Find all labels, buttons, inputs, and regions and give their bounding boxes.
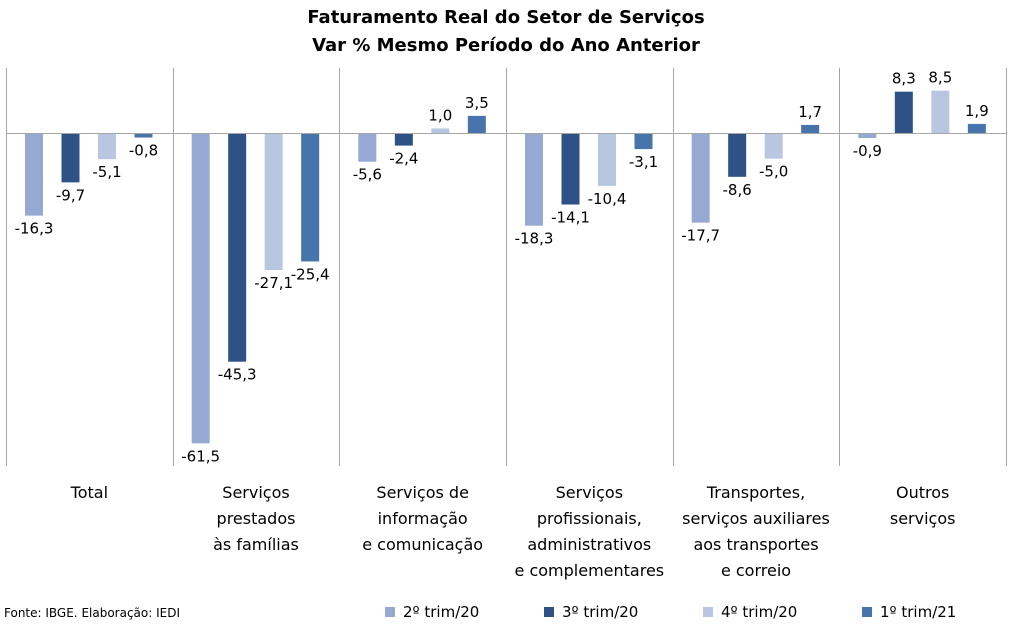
data-label: 1,7 bbox=[798, 103, 822, 121]
bar bbox=[561, 133, 580, 205]
bar bbox=[98, 133, 116, 160]
bar bbox=[764, 133, 783, 159]
bar bbox=[358, 133, 377, 162]
category-label: aos transportes bbox=[693, 535, 818, 554]
bar bbox=[228, 133, 247, 362]
bar bbox=[931, 90, 950, 134]
category-label: Total bbox=[70, 483, 108, 502]
data-label: -17,7 bbox=[681, 227, 720, 245]
bar bbox=[264, 133, 283, 271]
data-label: -0,9 bbox=[853, 142, 882, 160]
data-label: -3,1 bbox=[629, 153, 658, 171]
data-label: -18,3 bbox=[515, 230, 554, 248]
bar bbox=[394, 133, 413, 146]
bar bbox=[191, 133, 210, 444]
data-label: -27,1 bbox=[254, 274, 293, 292]
legend-item-1q21: 1º trim/21 bbox=[862, 603, 956, 621]
data-label: 8,3 bbox=[892, 70, 916, 88]
data-label: -2,4 bbox=[389, 150, 418, 168]
legend-item-4q20: 4º trim/20 bbox=[703, 603, 797, 621]
legend-item-3q20: 3º trim/20 bbox=[544, 603, 638, 621]
bar bbox=[431, 128, 450, 134]
data-label: 1,0 bbox=[428, 106, 452, 124]
category-label: administrativos bbox=[527, 535, 651, 554]
category-label: Transportes, bbox=[706, 483, 805, 502]
category-label: prestados bbox=[217, 509, 296, 528]
category-label: Outros bbox=[896, 483, 949, 502]
category-label: Serviços de bbox=[376, 483, 469, 502]
bar bbox=[894, 91, 913, 134]
category-label: serviços bbox=[890, 509, 956, 528]
source-note: Fonte: IBGE. Elaboração: IEDI bbox=[4, 606, 181, 620]
bar bbox=[728, 133, 747, 177]
bar bbox=[967, 123, 986, 134]
bar bbox=[134, 133, 153, 138]
data-label: -10,4 bbox=[588, 190, 627, 208]
data-label: -8,6 bbox=[723, 181, 752, 199]
legend-swatch-2q20 bbox=[385, 607, 395, 617]
legend-label-4q20: 4º trim/20 bbox=[721, 603, 798, 621]
category-label: informação bbox=[378, 509, 468, 528]
bar bbox=[525, 133, 543, 226]
bar bbox=[634, 133, 653, 150]
data-label: -25,4 bbox=[291, 265, 330, 283]
category-label: às famílias bbox=[213, 535, 299, 554]
chart-subtitle: Var % Mesmo Período do Ano Anterior bbox=[312, 35, 700, 56]
data-label: -14,1 bbox=[551, 209, 590, 227]
legend-label-1q21: 1º trim/21 bbox=[880, 603, 957, 621]
data-label: -5,1 bbox=[92, 163, 121, 181]
data-label: -5,0 bbox=[759, 163, 788, 181]
legend-label-3q20: 3º trim/20 bbox=[562, 603, 639, 621]
bar bbox=[801, 124, 820, 134]
data-label: -5,6 bbox=[353, 166, 382, 184]
bar bbox=[467, 115, 486, 134]
legend-item-2q20: 2º trim/20 bbox=[385, 603, 479, 621]
bar-chart: -16,3-9,7 -5,1 -0,8 Total -61,5 -45,3 -27,1-25… bbox=[6, 68, 1007, 580]
category-label: e correio bbox=[721, 561, 791, 580]
data-label: 8,5 bbox=[928, 69, 952, 87]
legend-swatch-4q20 bbox=[703, 607, 713, 617]
data-label: -45,3 bbox=[218, 366, 257, 384]
legend-swatch-3q20 bbox=[544, 607, 554, 617]
data-label: 3,5 bbox=[465, 94, 489, 112]
bar bbox=[61, 133, 80, 183]
category-label: profissionais, bbox=[537, 509, 642, 528]
category-label: e comunicação bbox=[362, 535, 483, 554]
category-label: e complementares bbox=[515, 561, 665, 580]
category-label: Serviços bbox=[556, 483, 623, 502]
legend-swatch-1q21 bbox=[862, 607, 872, 617]
bar bbox=[691, 133, 710, 223]
category-label: serviços auxiliares bbox=[682, 509, 830, 528]
category-label: Serviços bbox=[222, 483, 289, 502]
data-label: -16,3 bbox=[15, 220, 54, 238]
bar bbox=[858, 133, 877, 139]
bar bbox=[598, 133, 616, 186]
legend-label-2q20: 2º trim/20 bbox=[403, 603, 480, 621]
bar bbox=[301, 133, 320, 262]
data-label: -9,7 bbox=[56, 186, 85, 204]
data-label: -61,5 bbox=[181, 447, 220, 465]
chart-title: Faturamento Real do Setor de Serviços bbox=[307, 7, 705, 28]
data-label: -0,8 bbox=[129, 142, 158, 160]
bar bbox=[25, 133, 43, 216]
data-label: 1,9 bbox=[965, 102, 989, 120]
